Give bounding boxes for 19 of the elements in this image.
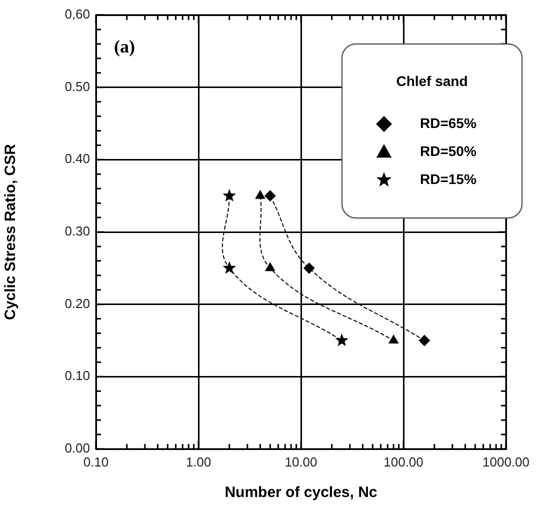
y-tick-label: 0.40	[64, 151, 90, 166]
y-tick-label: 0.20	[64, 296, 90, 311]
y-tick-label: 0,60	[64, 6, 90, 22]
legend-label: RD=50%	[420, 142, 477, 159]
y-tick-label: 0.30	[64, 224, 90, 239]
y-tick-label: 0.00	[64, 440, 90, 456]
y-axis-title: Cyclic Stress Ratio, CSR	[2, 144, 20, 320]
x-tick-label: 10.00	[284, 454, 318, 470]
x-tick-label: 1.00	[186, 454, 212, 470]
y-tick-label: 0.10	[64, 368, 90, 384]
x-tick-label: 100.00	[384, 454, 424, 470]
legend-title: Chlef sand	[396, 72, 468, 89]
x-axis-title: Number of cycles, Nc	[224, 484, 378, 502]
legend-label: RD=65%	[420, 114, 477, 131]
annotation: (a)	[114, 36, 135, 57]
x-tick-label: 0.10	[83, 454, 109, 470]
y-tick-label: 0.50	[64, 78, 90, 94]
x-tick-label: 1000.00	[482, 454, 530, 470]
legend-label: RD=15%	[420, 170, 477, 187]
